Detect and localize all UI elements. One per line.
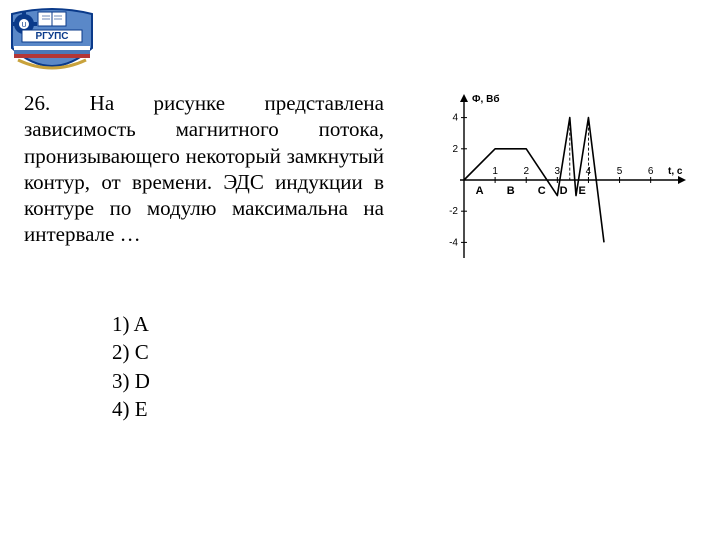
svg-text:Ф, Вб: Ф, Вб: [472, 93, 500, 105]
svg-text:5: 5: [617, 166, 623, 177]
svg-text:-2: -2: [449, 206, 458, 217]
svg-text:E: E: [579, 185, 586, 197]
svg-text:1: 1: [492, 166, 498, 177]
svg-text:A: A: [476, 185, 484, 197]
svg-text:-4: -4: [449, 237, 458, 248]
option-4: 4) E: [112, 395, 150, 423]
option-3: 3) D: [112, 367, 150, 395]
question-text: 26. На рисунке представлена зависимость …: [24, 90, 384, 248]
options-list: 1) A 2) C 3) D 4) E: [112, 310, 150, 423]
svg-text:D: D: [560, 185, 568, 197]
university-logo: U РГУПС: [8, 6, 96, 76]
logo-label: РГУПС: [36, 31, 69, 42]
option-2: 2) C: [112, 338, 150, 366]
svg-text:U: U: [21, 22, 26, 29]
svg-text:6: 6: [648, 166, 654, 177]
svg-text:3: 3: [555, 166, 561, 177]
svg-text:t, с: t, с: [668, 166, 683, 177]
question-body: На рисунке представлена зависимость магн…: [24, 91, 384, 246]
svg-text:C: C: [538, 185, 546, 197]
svg-text:4: 4: [452, 113, 458, 124]
svg-text:B: B: [507, 185, 515, 197]
flux-chart: Ф, Вбt, с-4-224123456ABCDE: [430, 90, 690, 270]
svg-text:2: 2: [452, 144, 458, 155]
svg-text:2: 2: [523, 166, 529, 177]
question-number: 26.: [24, 91, 50, 115]
option-1: 1) A: [112, 310, 150, 338]
